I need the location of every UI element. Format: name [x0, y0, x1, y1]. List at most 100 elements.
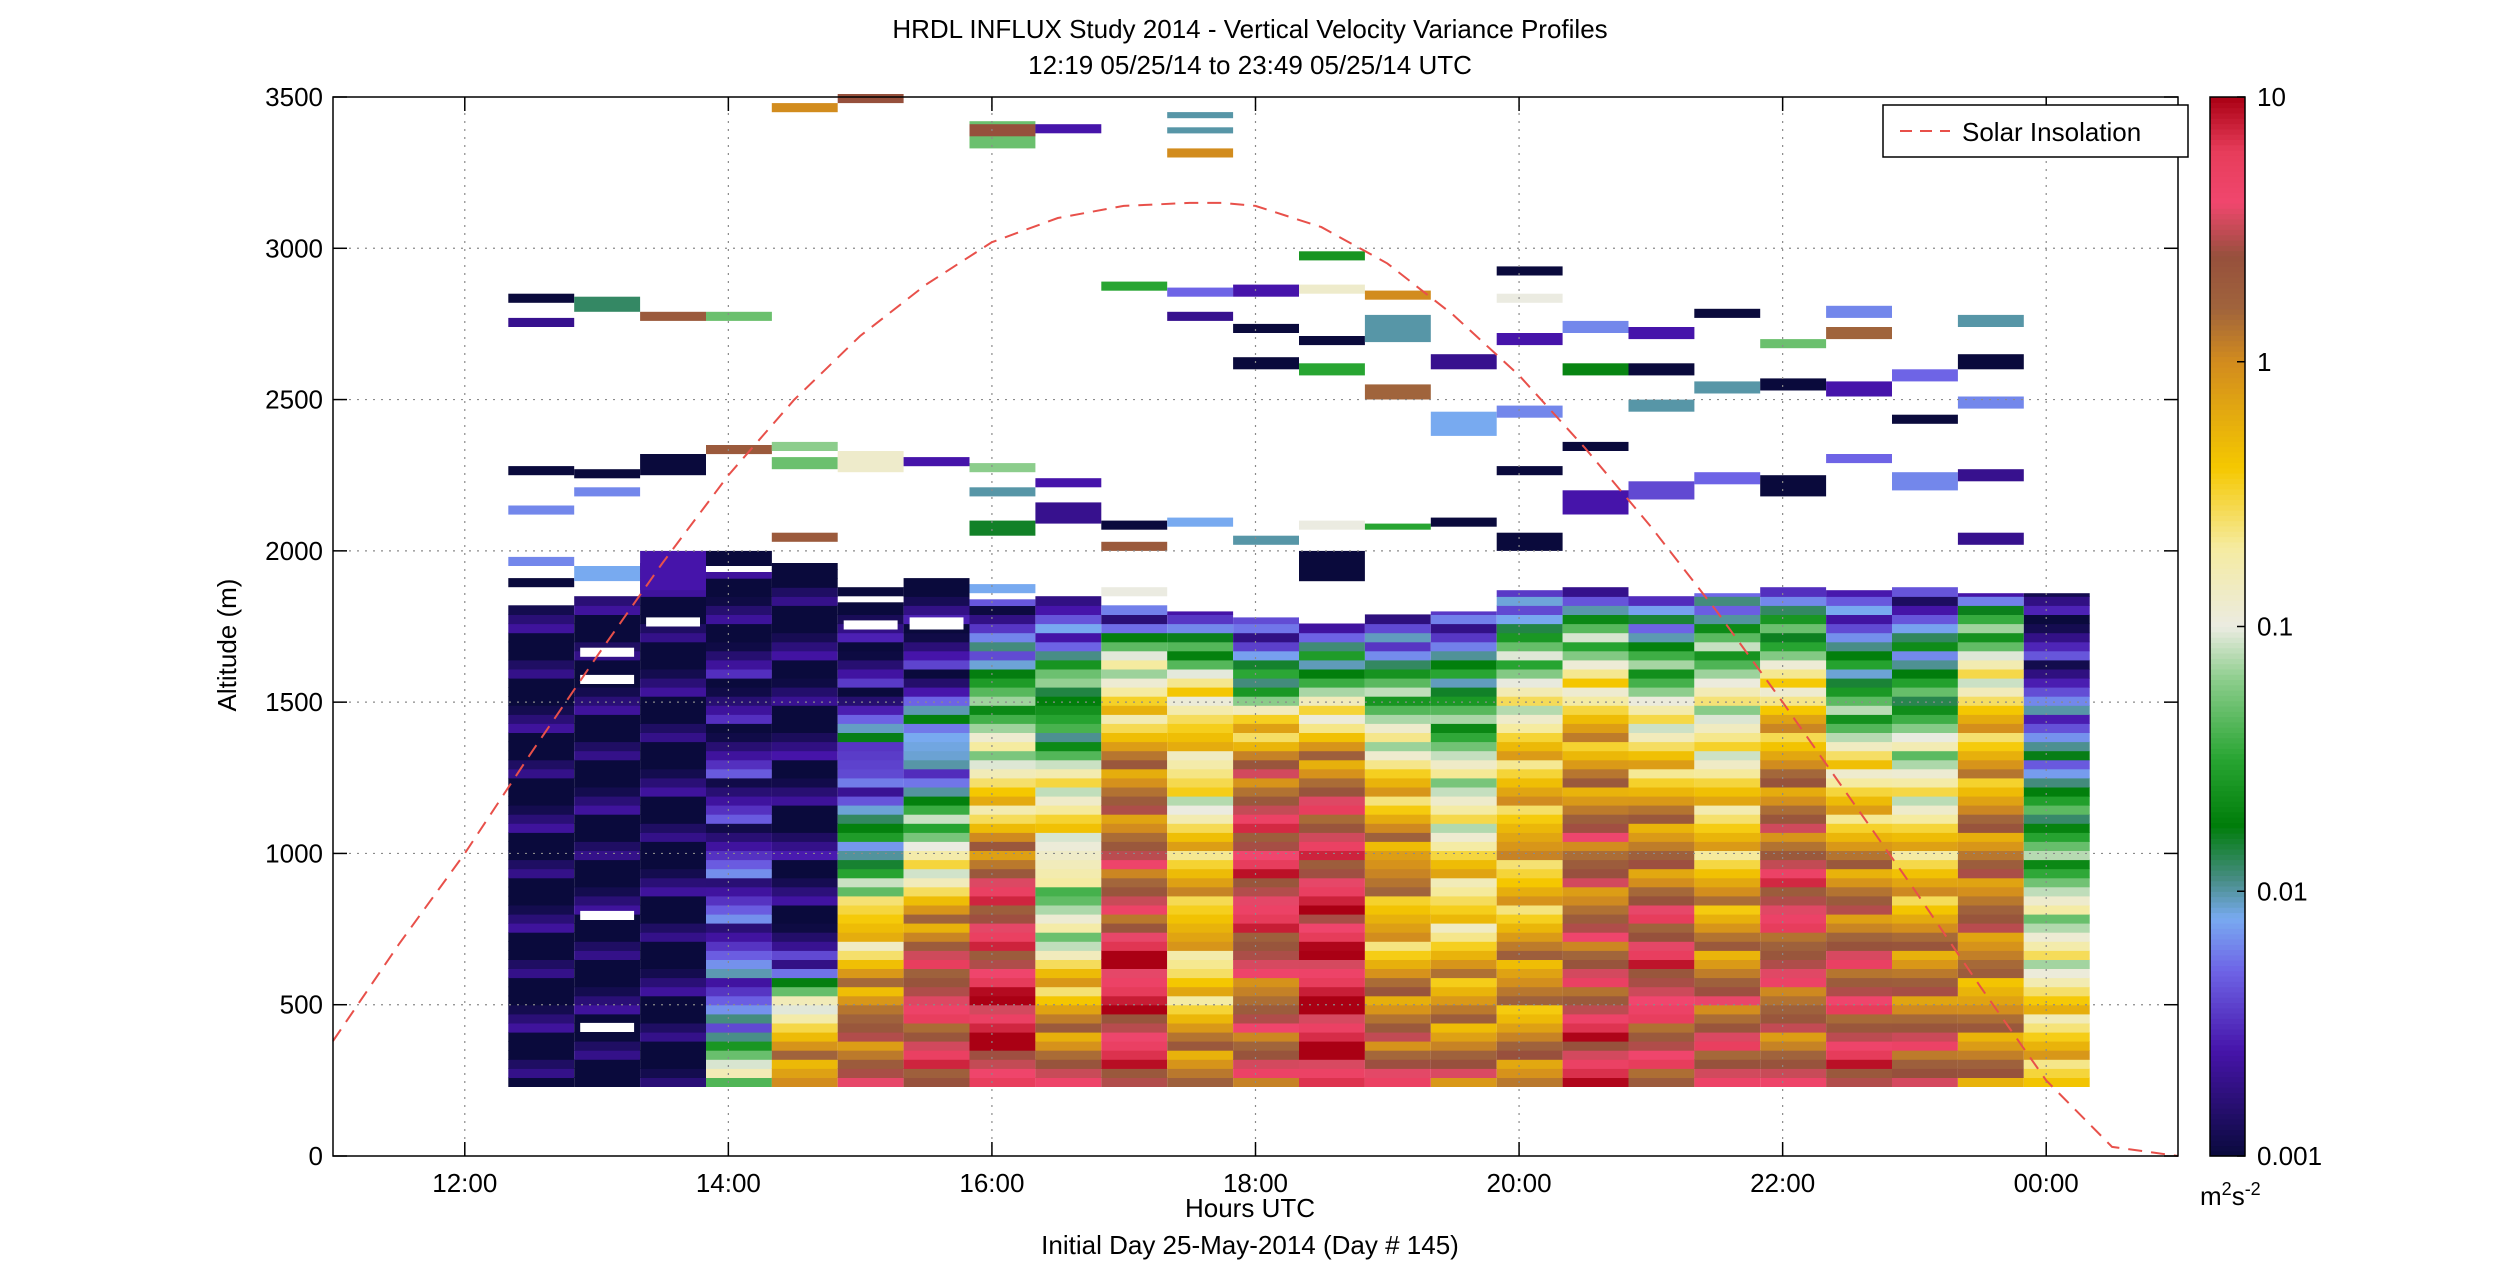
heatmap-cell — [903, 950, 970, 960]
heatmap-cell — [837, 741, 904, 752]
heatmap-cell — [1694, 1059, 1761, 1069]
colorbar-cell — [2210, 213, 2245, 220]
heatmap-cell — [1826, 950, 1892, 960]
heatmap-cell — [1892, 968, 1958, 979]
heatmap-cell — [1760, 986, 1827, 997]
colorbar-cell — [2210, 1118, 2245, 1125]
colorbar-cell — [2210, 441, 2245, 448]
heatmap-cell — [1562, 877, 1629, 888]
heatmap-cell — [1233, 859, 1299, 870]
heatmap-cell — [640, 904, 706, 915]
colorbar-cell — [2210, 589, 2245, 596]
heatmap-cell — [1101, 759, 1168, 770]
heatmap-cell — [1760, 668, 1827, 679]
colorbar-cell — [2210, 901, 2245, 908]
heatmap-cell — [969, 859, 1036, 870]
heatmap-cell — [1496, 714, 1563, 724]
heatmap-cell — [771, 777, 838, 788]
colorbar-cell — [2210, 854, 2245, 861]
heatmap-cell — [1101, 623, 1168, 634]
heatmap-cell — [640, 805, 706, 815]
colorbar-cell — [2210, 287, 2245, 294]
heatmap-layer — [1957, 354, 2024, 370]
heatmap-cell — [1496, 959, 1563, 969]
heatmap-cell — [1299, 1077, 1365, 1087]
colorbar-cell — [2210, 404, 2245, 410]
heatmap-cell — [1035, 841, 1102, 851]
heatmap-cell — [1957, 868, 2024, 879]
heatmap-cell — [574, 886, 641, 897]
colorbar-cell — [2210, 308, 2245, 315]
heatmap-cell — [837, 959, 904, 969]
heatmap-cell — [1562, 750, 1629, 761]
heatmap-cell — [1892, 596, 1958, 606]
colorbar-cell — [2210, 679, 2245, 686]
heatmap-cell — [1826, 623, 1892, 634]
heatmap-cell — [1035, 1031, 1102, 1042]
heatmap-cell — [1364, 1041, 1431, 1051]
heatmap-cell — [1035, 632, 1102, 643]
heatmap-layer — [1430, 517, 1497, 527]
heatmap-layer — [1628, 363, 1695, 376]
heatmap-cell — [706, 986, 772, 997]
heatmap-cell — [1562, 1068, 1629, 1078]
heatmap-cell — [771, 1022, 838, 1033]
heatmap-cell — [1694, 1022, 1761, 1033]
heatmap-layer — [1299, 363, 1365, 376]
heatmap-cell — [640, 850, 706, 861]
heatmap-cell — [1957, 732, 2024, 743]
heatmap-cell — [903, 650, 970, 661]
heatmap-cell — [1628, 1077, 1695, 1087]
heatmap-cell — [2023, 886, 2090, 897]
heatmap-cell — [706, 950, 772, 960]
y-tick-label: 500 — [280, 990, 323, 1020]
heatmap-cell — [837, 1013, 904, 1024]
heatmap-layer — [1892, 414, 1958, 424]
colorbar-cell — [2210, 128, 2245, 135]
colorbar-cell — [2210, 833, 2245, 839]
heatmap-cell — [640, 596, 706, 606]
heatmap-cell — [1299, 968, 1365, 979]
heatmap-cell — [574, 995, 641, 1006]
heatmap-cell — [1496, 1068, 1563, 1078]
heatmap-cell — [1957, 723, 2024, 733]
heatmap-cell — [640, 1068, 706, 1078]
colorbar-cell — [2210, 420, 2245, 426]
heatmap-cell — [903, 668, 970, 679]
heatmap-cell — [640, 677, 706, 688]
heatmap-cell — [1628, 614, 1695, 625]
heatmap-cell — [969, 823, 1036, 833]
heatmap-cell — [706, 623, 772, 634]
heatmap-layer — [1826, 454, 1892, 464]
heatmap-cell — [1892, 623, 1958, 634]
heatmap-cell — [1826, 823, 1892, 833]
colorbar-cell — [2210, 409, 2245, 416]
heatmap-cell — [508, 968, 575, 979]
heatmap-cell — [1957, 1031, 2024, 1042]
heatmap-cell — [1496, 923, 1563, 933]
colorbar-cell — [2210, 324, 2245, 331]
heatmap-cell — [574, 868, 641, 879]
colorbar-cell — [2210, 1050, 2245, 1056]
heatmap-cell — [1957, 687, 2024, 697]
heatmap-cell — [771, 959, 838, 969]
heatmap-cell — [969, 741, 1036, 752]
heatmap-cell — [706, 932, 772, 942]
heatmap-cell — [1628, 923, 1695, 933]
heatmap-cell — [1694, 923, 1761, 933]
heatmap-cell — [508, 850, 575, 861]
heatmap-cell — [969, 723, 1036, 733]
colorbar-cell — [2210, 737, 2245, 744]
heatmap-cell — [903, 977, 970, 988]
colorbar-cell — [2210, 557, 2245, 564]
heatmap-cell — [1892, 1068, 1958, 1078]
heatmap-cell — [1101, 786, 1168, 797]
heatmap-cell — [706, 741, 772, 752]
heatmap-cell — [1364, 1050, 1431, 1060]
heatmap-cell — [1694, 714, 1761, 724]
heatmap-cell — [1562, 868, 1629, 879]
heatmap-cell — [1957, 593, 2024, 597]
heatmap-cell — [1101, 986, 1168, 997]
heatmap-cell — [969, 777, 1036, 788]
heatmap-cell — [1760, 1031, 1827, 1042]
